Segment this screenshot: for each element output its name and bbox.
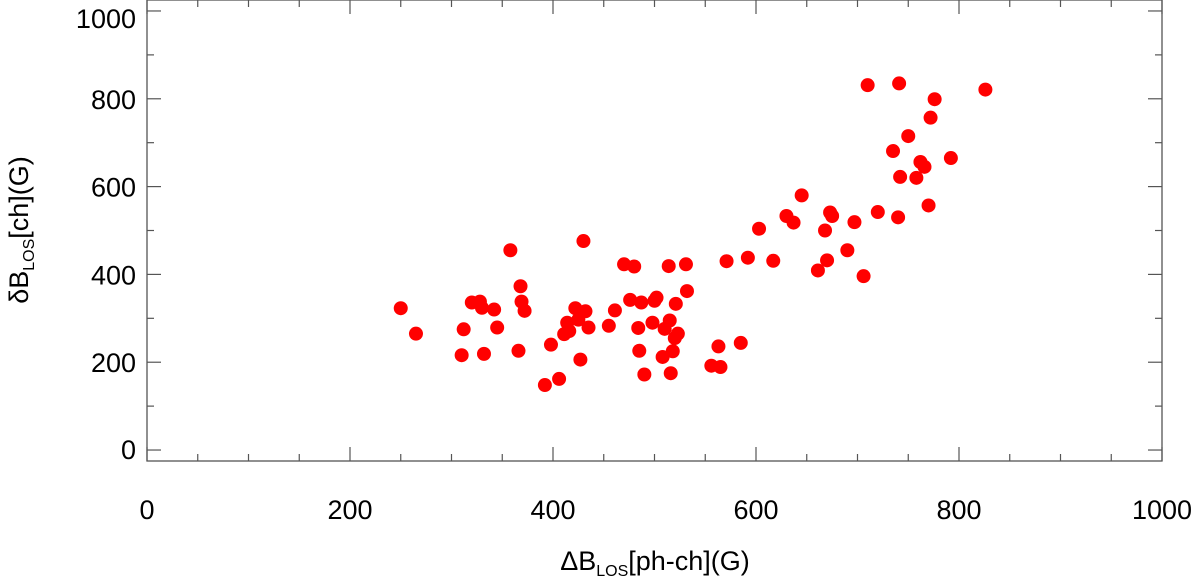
data-point xyxy=(631,320,646,335)
data-point xyxy=(456,322,471,337)
y-axis-label: δBLOS[ch](G) xyxy=(4,156,38,304)
data-point xyxy=(810,263,825,278)
x-tick-label: 600 xyxy=(733,495,778,525)
data-point xyxy=(678,257,693,272)
data-point xyxy=(901,129,916,144)
data-point xyxy=(661,259,676,274)
data-point xyxy=(562,324,577,339)
y-tick-label: 1000 xyxy=(76,4,136,34)
data-point xyxy=(408,326,423,341)
data-point xyxy=(578,304,593,319)
x-axis-label-subscript: LOS xyxy=(596,563,628,580)
x-axis-label-suffix: [ph-ch](G) xyxy=(628,546,750,576)
data-points xyxy=(393,76,993,393)
y-axis-label-suffix: [ch](G) xyxy=(4,156,34,239)
data-point xyxy=(454,348,469,363)
x-axis-label-prefix: ΔB xyxy=(560,546,596,576)
data-point xyxy=(860,78,875,93)
data-point xyxy=(607,303,622,318)
data-point xyxy=(870,205,885,220)
data-point xyxy=(634,295,649,310)
data-point xyxy=(847,215,862,230)
data-point xyxy=(679,284,694,299)
y-tick-label: 600 xyxy=(91,173,136,203)
x-tick-label: 0 xyxy=(139,495,154,525)
data-point xyxy=(543,337,558,352)
data-point xyxy=(513,279,528,294)
data-point xyxy=(886,144,901,159)
data-point xyxy=(632,343,647,358)
data-point xyxy=(552,371,567,386)
data-point xyxy=(711,339,726,354)
data-point xyxy=(818,223,833,238)
data-point xyxy=(917,159,932,174)
data-point xyxy=(752,221,767,236)
data-point xyxy=(909,170,924,185)
data-point xyxy=(517,303,532,318)
data-point xyxy=(740,250,755,265)
data-point xyxy=(892,76,907,91)
data-point xyxy=(645,315,660,330)
x-tick-label: 200 xyxy=(327,495,372,525)
data-point xyxy=(487,302,502,317)
data-point xyxy=(927,92,942,107)
data-point xyxy=(943,151,958,166)
data-point xyxy=(627,259,642,274)
data-point xyxy=(490,320,505,335)
data-point xyxy=(663,366,678,381)
data-point xyxy=(893,169,908,184)
data-point xyxy=(662,313,677,328)
data-point xyxy=(601,318,616,333)
data-point xyxy=(794,188,809,203)
data-point xyxy=(766,253,781,268)
axis-tick-labels: 0 200 400 600 800 1000 0 200 400 600 800 1000 xyxy=(76,4,1192,525)
y-tick-label: 400 xyxy=(91,260,136,290)
data-point xyxy=(978,82,993,97)
plot-frame xyxy=(146,0,1163,462)
data-point xyxy=(820,253,835,268)
data-point xyxy=(476,346,491,361)
data-point xyxy=(655,349,670,364)
data-point xyxy=(474,300,489,315)
x-tick-label: 400 xyxy=(530,495,575,525)
y-tick-label: 800 xyxy=(91,85,136,115)
data-point xyxy=(921,198,936,213)
data-point xyxy=(923,110,938,125)
data-point xyxy=(825,209,840,224)
data-point xyxy=(503,243,518,258)
data-point xyxy=(670,326,685,341)
y-axis-label-subscript: LOS xyxy=(21,239,38,271)
data-point xyxy=(665,344,680,359)
x-axis-label: ΔBLOS[ph-ch](G) xyxy=(560,546,750,580)
data-point xyxy=(511,343,526,358)
data-point xyxy=(649,290,664,305)
data-point xyxy=(637,367,652,382)
data-point xyxy=(668,296,683,311)
y-axis-label-prefix: δB xyxy=(4,271,34,304)
y-tick-label: 0 xyxy=(121,435,136,465)
data-point xyxy=(713,360,728,375)
data-point xyxy=(719,254,734,269)
data-point xyxy=(623,292,638,307)
data-point xyxy=(393,301,408,316)
data-point xyxy=(786,215,801,230)
data-point xyxy=(576,234,591,249)
data-point xyxy=(733,335,748,350)
data-point xyxy=(573,352,588,367)
data-point xyxy=(891,210,906,225)
data-point xyxy=(537,378,552,393)
x-tick-label: 800 xyxy=(936,495,981,525)
axis-ticks xyxy=(146,0,1163,461)
y-tick-label: 200 xyxy=(91,348,136,378)
data-point xyxy=(840,243,855,258)
x-tick-label: 1000 xyxy=(1132,495,1192,525)
data-point xyxy=(581,320,596,335)
data-point xyxy=(856,269,871,284)
